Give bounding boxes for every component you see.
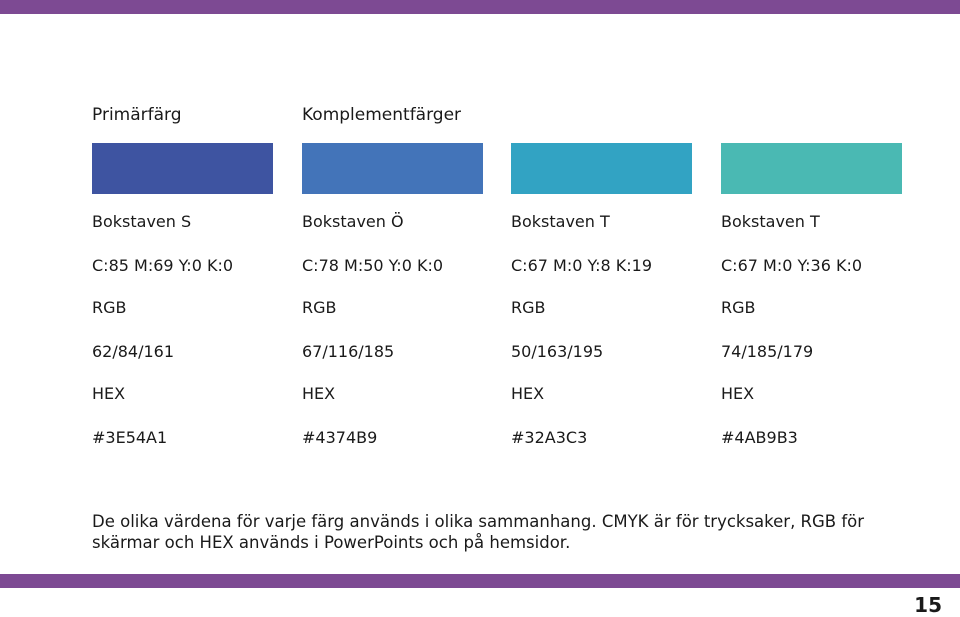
cmyk-value: C:67 M:0 Y:36 K:0 (721, 256, 863, 275)
color-name: Bokstaven T (721, 212, 820, 231)
hex-value: #4374B9 (302, 428, 378, 447)
complement-colors-heading: Komplementfärger (302, 105, 462, 125)
cmyk-value: C:78 M:50 Y:0 K:0 (302, 256, 444, 275)
color-name: Bokstaven Ö (302, 212, 404, 231)
rgb-label: RGB (302, 298, 337, 317)
rgb-value: 62/84/161 (92, 342, 175, 361)
bottom-accent-bar (0, 574, 960, 588)
page-number: 15 (914, 593, 942, 617)
hex-label: HEX (92, 384, 126, 403)
rgb-label: RGB (92, 298, 127, 317)
rgb-value: 74/185/179 (721, 342, 814, 361)
color-column-2: Bokstaven Ö C:78 M:50 Y:0 K:0 RGB 67/116… (302, 143, 483, 447)
usage-footnote: De olika värdena för varje färg används … (92, 512, 865, 552)
color-swatch (302, 143, 483, 194)
hex-value: #3E54A1 (92, 428, 168, 447)
hex-value: #32A3C3 (511, 428, 588, 447)
color-column-1: Bokstaven S C:85 M:69 Y:0 K:0 RGB 62/84/… (92, 143, 273, 447)
hex-label: HEX (511, 384, 545, 403)
color-swatch (511, 143, 692, 194)
primary-color-heading: Primärfärg (92, 105, 182, 125)
color-column-4: Bokstaven T C:67 M:0 Y:36 K:0 RGB 74/185… (721, 143, 902, 447)
hex-value: #4AB9B3 (721, 428, 798, 447)
cmyk-value: C:67 M:0 Y:8 K:19 (511, 256, 653, 275)
color-column-3: Bokstaven T C:67 M:0 Y:8 K:19 RGB 50/163… (511, 143, 692, 447)
rgb-value: 67/116/185 (302, 342, 395, 361)
color-name: Bokstaven T (511, 212, 610, 231)
rgb-label: RGB (511, 298, 546, 317)
rgb-label: RGB (721, 298, 756, 317)
cmyk-value: C:85 M:69 Y:0 K:0 (92, 256, 234, 275)
hex-label: HEX (302, 384, 336, 403)
color-swatch (92, 143, 273, 194)
color-name: Bokstaven S (92, 212, 192, 231)
color-swatch (721, 143, 902, 194)
rgb-value: 50/163/195 (511, 342, 604, 361)
top-accent-bar (0, 0, 960, 14)
hex-label: HEX (721, 384, 755, 403)
